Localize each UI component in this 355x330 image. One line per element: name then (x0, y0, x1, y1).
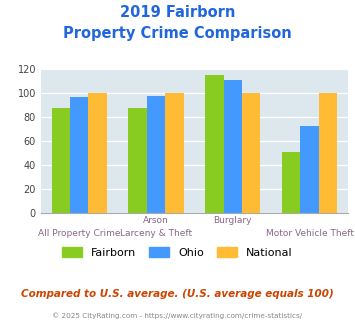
Text: Burglary: Burglary (213, 216, 252, 225)
Bar (205, 75, 224, 213)
Text: All Property Crime: All Property Crime (38, 229, 120, 238)
Bar (282, 152, 300, 213)
Bar (129, 108, 147, 213)
Text: Motor Vehicle Theft: Motor Vehicle Theft (266, 229, 354, 238)
Text: Compared to U.S. average. (U.S. average equals 100): Compared to U.S. average. (U.S. average … (21, 289, 334, 299)
Bar (88, 93, 107, 213)
Text: Property Crime Comparison: Property Crime Comparison (63, 26, 292, 41)
Bar (147, 96, 165, 213)
Text: 2019 Fairborn: 2019 Fairborn (120, 5, 235, 20)
Bar (319, 93, 337, 213)
Bar (300, 125, 319, 213)
Bar (51, 108, 70, 213)
Bar (165, 93, 184, 213)
Bar (70, 97, 88, 213)
Bar (224, 80, 242, 213)
Text: Arson: Arson (143, 216, 169, 225)
Text: © 2025 CityRating.com - https://www.cityrating.com/crime-statistics/: © 2025 CityRating.com - https://www.city… (53, 312, 302, 318)
Bar (242, 93, 260, 213)
Legend: Fairborn, Ohio, National: Fairborn, Ohio, National (60, 245, 295, 260)
Text: Larceny & Theft: Larceny & Theft (120, 229, 192, 238)
